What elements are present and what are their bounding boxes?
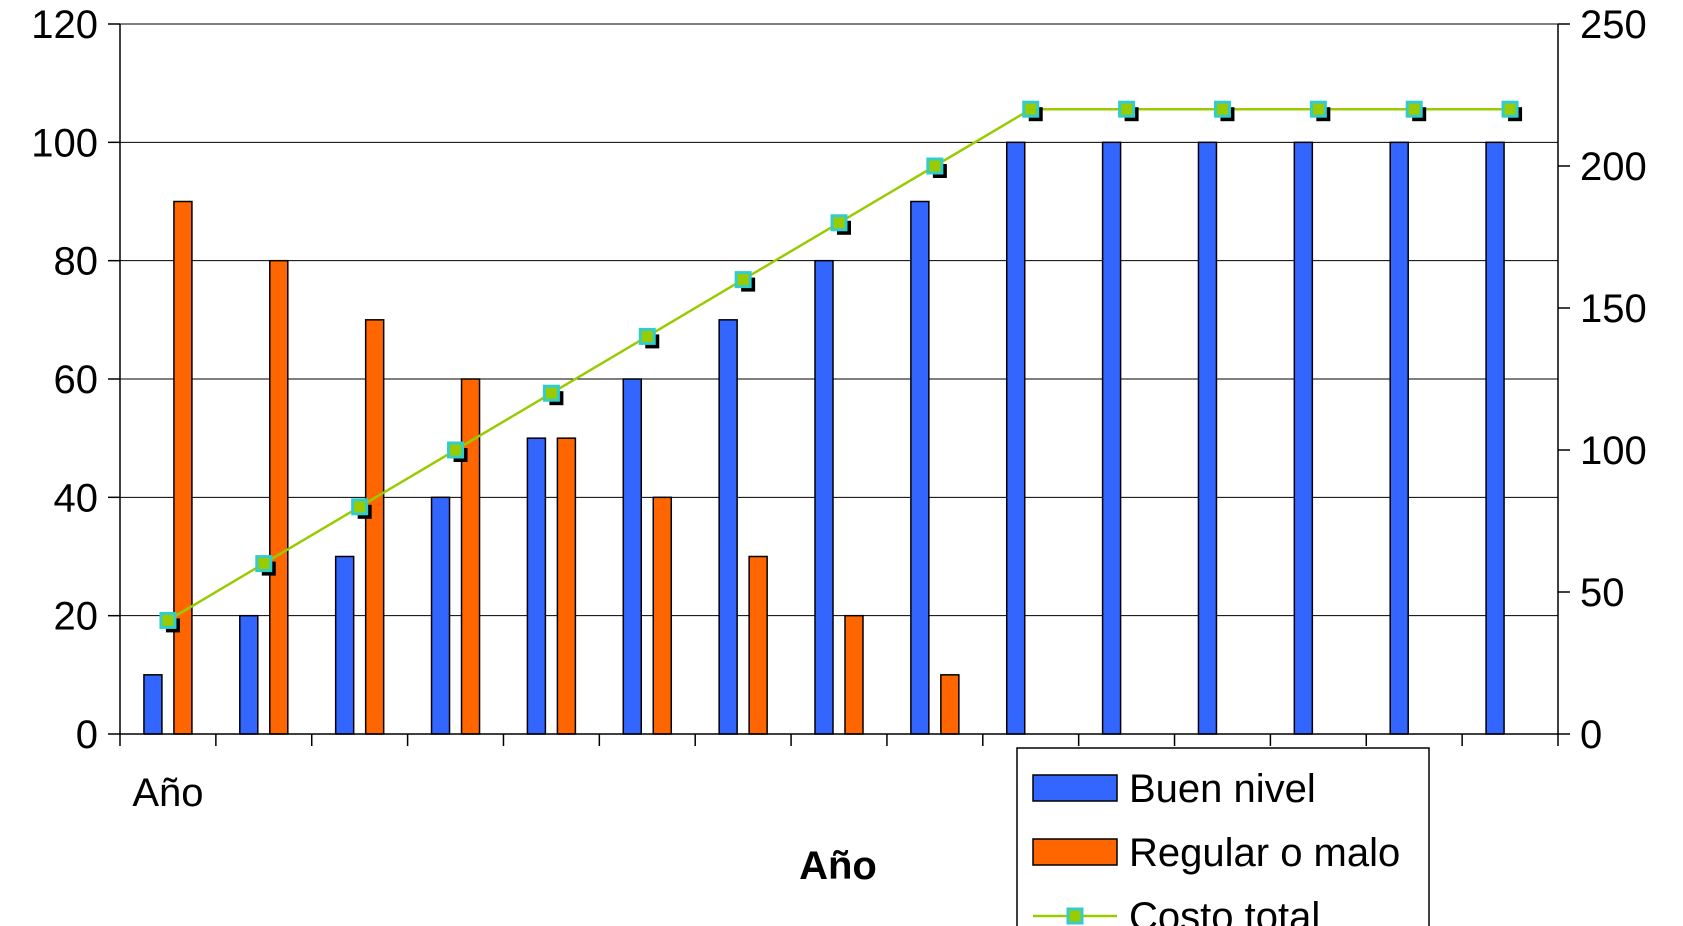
bar-buen-nivel — [526, 437, 547, 735]
bar-buen-nivel — [1005, 141, 1026, 735]
bar-buen-nivel — [910, 200, 930, 735]
gridlines — [120, 23, 1558, 617]
y-right-tick-label: 0 — [1580, 713, 1602, 757]
y-right-tick-label: 50 — [1580, 571, 1625, 615]
marker-costo-total — [447, 441, 465, 459]
marker-costo-total — [1022, 100, 1040, 118]
marker-costo-total — [159, 611, 177, 629]
legend-label: Buen nivel — [1129, 767, 1316, 811]
y-right-tick-label: 200 — [1580, 145, 1647, 189]
legend-swatch — [1032, 774, 1118, 802]
bar-buen-nivel — [239, 614, 259, 735]
marker-costo-total — [351, 498, 369, 516]
bar-buen-nivel — [430, 496, 451, 735]
cost-line-layer — [159, 100, 1523, 633]
bar-buen-nivel — [1293, 141, 1314, 735]
bar-buen-nivel — [334, 555, 355, 735]
bar-regular-o-malo — [173, 200, 193, 735]
y-left-tick-label: 100 — [31, 121, 98, 165]
marker-costo-total — [1213, 100, 1231, 118]
bar-regular-o-malo — [269, 259, 289, 735]
marker-costo-total — [542, 384, 560, 402]
bar-buen-nivel — [1485, 141, 1505, 735]
bar-regular-o-malo — [556, 437, 577, 735]
marker-costo-total — [1501, 100, 1519, 118]
marker-costo-total — [1405, 100, 1423, 118]
y-left-tick-label: 0 — [76, 713, 98, 757]
bar-regular-o-malo — [940, 674, 960, 735]
marker-costo-total — [255, 555, 273, 573]
y-right-tick-label: 250 — [1580, 3, 1647, 47]
bar-buen-nivel — [1197, 141, 1218, 735]
bar-buen-nivel — [143, 674, 163, 735]
legend: Buen nivel Regular o malo Costo total — [1016, 747, 1430, 926]
y-axis-right-labels: 0 50 100 150 200 250 — [1580, 3, 1647, 757]
bar-regular-o-malo — [748, 555, 768, 735]
axes — [108, 23, 1570, 746]
x-axis-labels: Año — [132, 771, 203, 815]
legend-swatch-marker — [1066, 907, 1084, 925]
y-left-tick-label: 60 — [54, 358, 99, 402]
marker-costo-total — [926, 157, 944, 175]
bar-buen-nivel — [622, 378, 643, 735]
bar-buen-nivel — [1101, 141, 1122, 735]
bar-buen-nivel — [814, 259, 834, 735]
bar-buen-nivel — [1389, 141, 1409, 735]
bar-regular-o-malo — [460, 378, 481, 735]
y-left-tick-label: 80 — [54, 240, 99, 284]
x-tick-label: Año — [132, 771, 203, 815]
marker-costo-total — [830, 214, 848, 232]
marker-costo-total — [1118, 100, 1136, 118]
bar-buen-nivel — [718, 319, 738, 735]
y-left-tick-label: 120 — [31, 3, 98, 47]
bar-regular-o-malo — [652, 496, 673, 735]
bar-regular-o-malo — [844, 614, 864, 735]
marker-costo-total — [1309, 100, 1327, 118]
marker-costo-total — [734, 271, 752, 289]
marker-costo-total — [638, 327, 656, 345]
y-left-tick-label: 40 — [54, 476, 99, 520]
legend-swatch — [1032, 838, 1118, 866]
bars — [143, 141, 1505, 735]
legend-label: Regular o malo — [1129, 831, 1400, 875]
legend-label: Costo total — [1129, 895, 1320, 926]
y-left-tick-label: 20 — [54, 595, 99, 639]
bar-regular-o-malo — [364, 319, 385, 735]
y-right-tick-label: 150 — [1580, 287, 1647, 331]
y-axis-left-labels: 0 20 40 60 80 100 120 — [31, 3, 98, 757]
x-axis-title: Año — [799, 844, 877, 888]
y-right-tick-label: 100 — [1580, 429, 1647, 473]
